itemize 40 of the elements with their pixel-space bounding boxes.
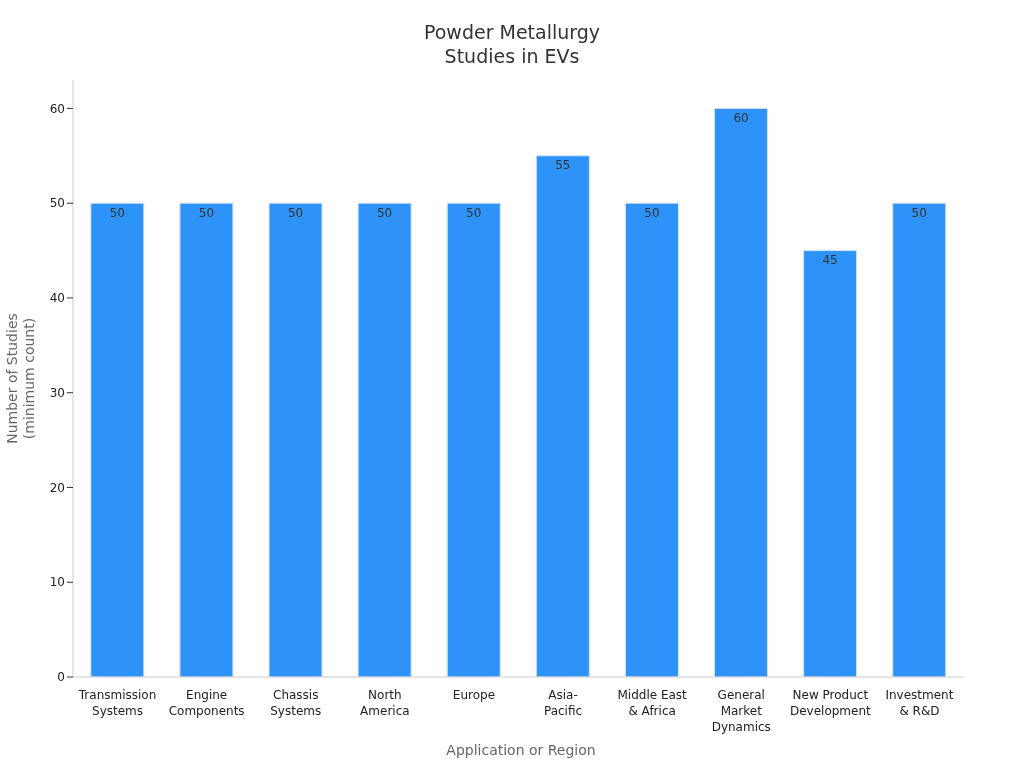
- x-tick-label: Asia-Pacific: [543, 688, 583, 718]
- data-label: 45: [822, 253, 838, 268]
- x-tick-label: New Product Development: [789, 688, 872, 718]
- data-label: 60: [733, 110, 749, 125]
- x-tick-label: Chassis Systems: [270, 688, 322, 718]
- x-tick-label: General Market Dynamics: [711, 688, 771, 734]
- data-label: 55: [555, 158, 571, 173]
- bar: [90, 202, 145, 677]
- y-tick-label: 0: [57, 670, 65, 685]
- data-label: 50: [198, 205, 215, 220]
- x-axis-title: Application or Region: [445, 742, 597, 758]
- bar: [624, 202, 679, 677]
- data-label: 50: [109, 205, 125, 220]
- data-label: 50: [644, 205, 660, 220]
- x-tick-label: Engine Components: [168, 688, 245, 718]
- bar: [714, 107, 769, 677]
- data-label: 50: [376, 205, 393, 220]
- x-tick-label: Europe: [452, 688, 496, 702]
- bar: [892, 202, 947, 677]
- bar: [803, 250, 858, 677]
- y-tick-label: 60: [49, 101, 65, 116]
- x-tick-label: Middle East & Africa: [617, 688, 688, 718]
- y-tick-label: 30: [49, 385, 65, 400]
- y-tick-label: 40: [49, 291, 65, 306]
- bar: [179, 202, 234, 677]
- chart-title: Powder Metallurgy Studies in EVs: [422, 20, 602, 68]
- bar: [268, 202, 323, 677]
- y-tick-label: 10: [49, 575, 65, 590]
- y-tick-label: 20: [49, 480, 65, 495]
- x-tick-label: Transmission Systems: [77, 688, 157, 718]
- bar: [357, 202, 412, 677]
- y-tick-label: 50: [49, 196, 65, 211]
- bar: [535, 155, 590, 677]
- bar: [446, 202, 501, 677]
- y-axis-title: Number of Studies (minimum count): [4, 313, 37, 444]
- data-label: 50: [911, 205, 927, 220]
- x-tick-label: North America: [360, 688, 410, 718]
- data-label: 50: [287, 205, 304, 220]
- x-tick-label: Investment & R&D: [885, 688, 954, 718]
- data-label: 50: [466, 205, 482, 220]
